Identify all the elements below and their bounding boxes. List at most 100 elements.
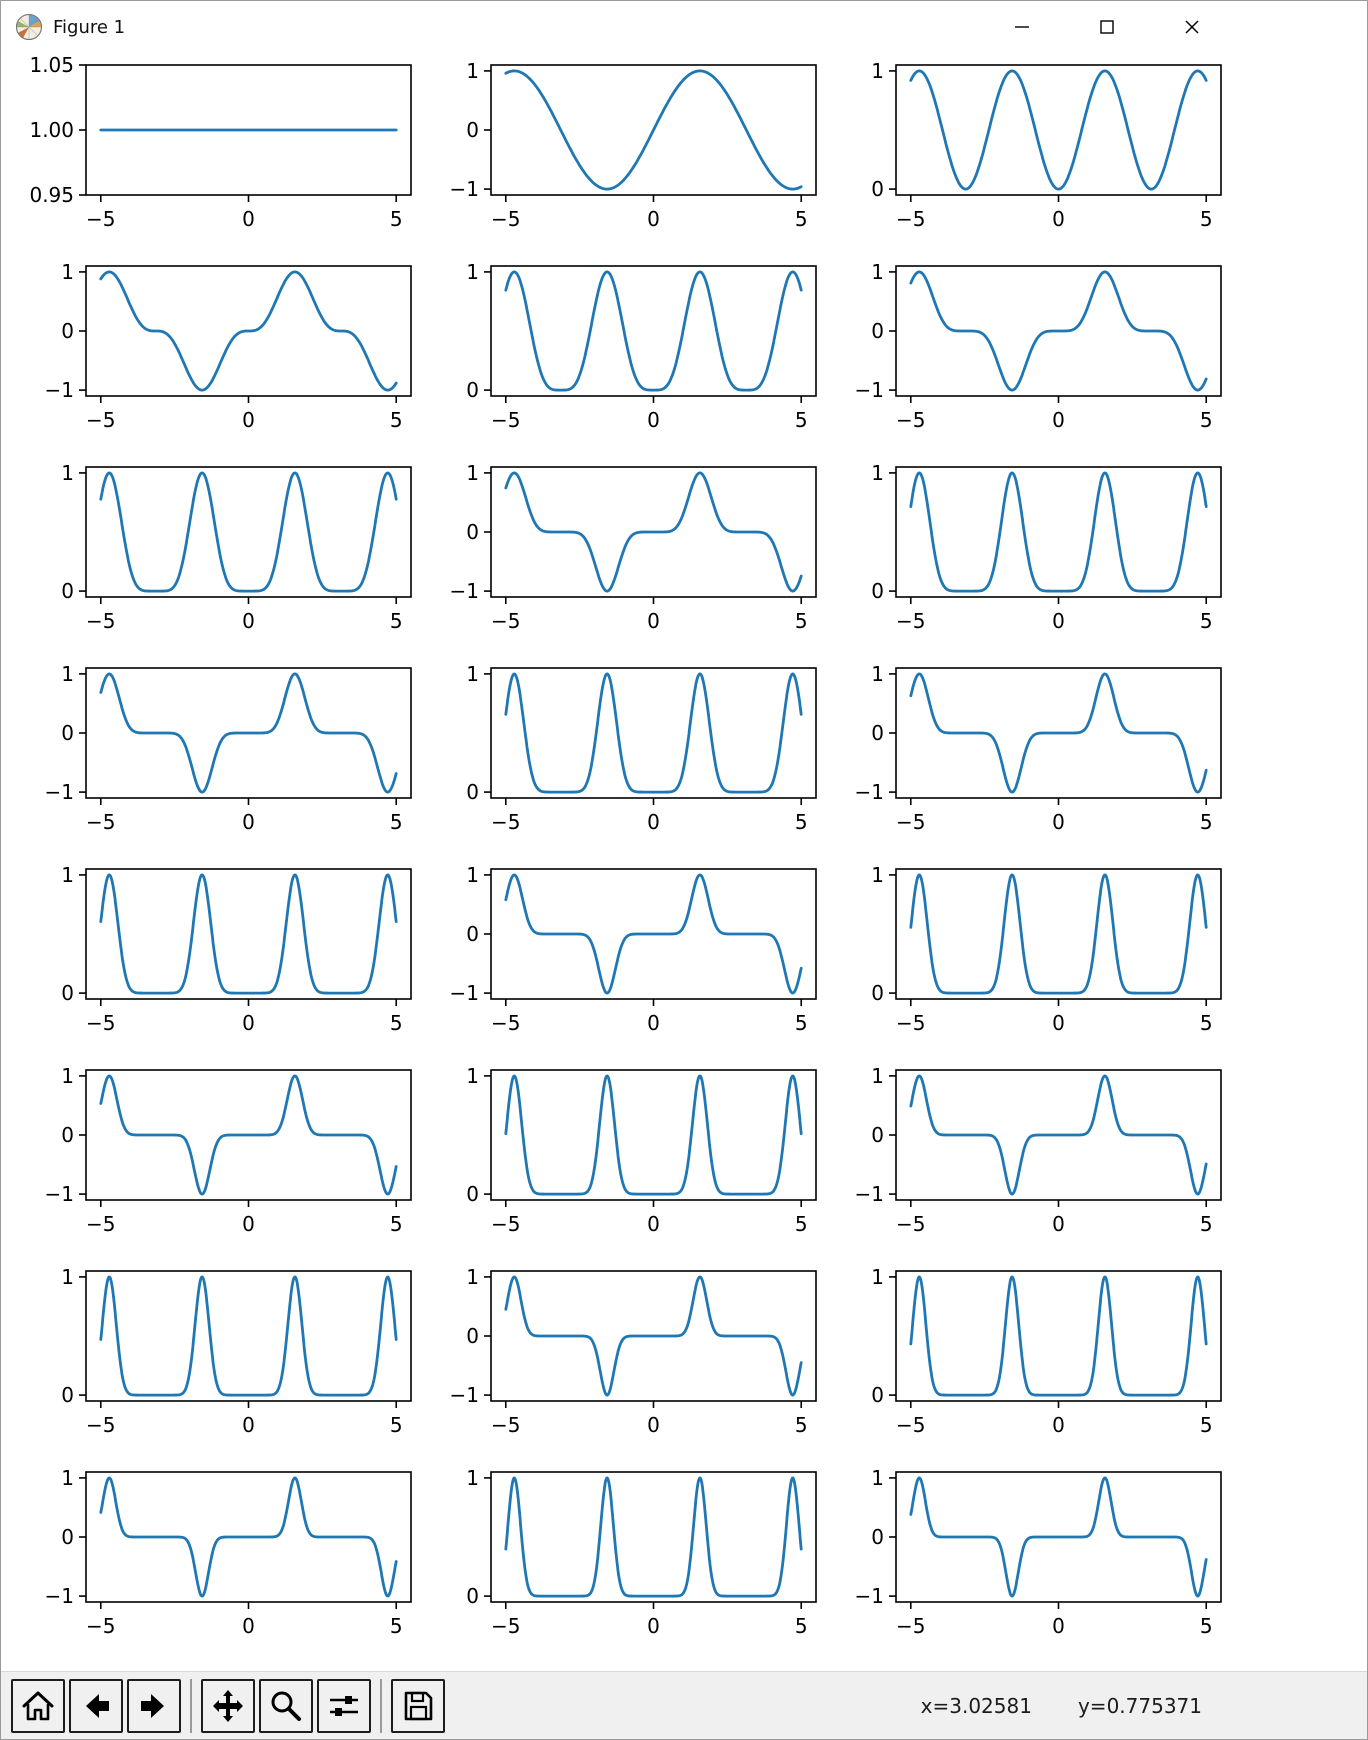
- x-tick-label: 5: [795, 1011, 808, 1035]
- y-tick-label: 1: [61, 863, 74, 887]
- zoom-button[interactable]: [259, 1678, 313, 1733]
- x-tick-label: −5: [896, 207, 925, 231]
- maximize-icon: [1099, 20, 1114, 34]
- y-tick-label: 0: [871, 1525, 884, 1549]
- y-tick-label: −1: [855, 1584, 884, 1608]
- subplot-n15: −5 0 5 −1 0 1: [45, 1064, 412, 1236]
- subplot-n11: −5 0 5 −1 0 1: [855, 662, 1222, 834]
- x-tick-label: 0: [647, 1212, 660, 1236]
- back-button[interactable]: [69, 1678, 123, 1733]
- x-tick-label: 5: [390, 1614, 403, 1638]
- series-line: [99, 873, 398, 995]
- axes-frame: [895, 64, 1222, 196]
- x-tick-label: −5: [491, 207, 520, 231]
- minimize-button[interactable]: [979, 1, 1064, 53]
- x-tick-label: 5: [795, 609, 808, 633]
- titlebar[interactable]: Figure 1: [1, 1, 1367, 53]
- y-tick-label: 0: [871, 1383, 884, 1407]
- x-tick-label: 0: [1052, 408, 1065, 432]
- sliders-icon: [330, 1695, 358, 1716]
- x-tick-label: −5: [86, 207, 115, 231]
- x-tick-label: 5: [390, 1413, 403, 1437]
- x-tick-label: −5: [896, 1413, 925, 1437]
- subplot-n4: −5 0 5 0 1: [466, 260, 817, 432]
- x-tick-label: −5: [86, 1614, 115, 1638]
- axes-frame: [85, 1270, 412, 1402]
- y-tick-label: 1: [61, 1466, 74, 1490]
- x-tick-label: 5: [795, 1614, 808, 1638]
- x-tick-label: −5: [491, 810, 520, 834]
- y-tick-label: 0: [871, 579, 884, 603]
- x-tick-label: −5: [491, 408, 520, 432]
- subplot-n16: −5 0 5 0 1: [466, 1064, 817, 1236]
- axes-frame: [895, 1270, 1222, 1402]
- y-tick-label: 0: [871, 721, 884, 745]
- zoom-magnifier-icon: [271, 1691, 301, 1721]
- y-tick-label: 0.95: [29, 183, 74, 207]
- series-line: [99, 1074, 398, 1196]
- subplot-n20: −5 0 5 0 1: [871, 1265, 1222, 1437]
- x-tick-label: −5: [86, 609, 115, 633]
- subplot-n22: −5 0 5 0 1: [466, 1466, 817, 1638]
- x-tick-label: 5: [390, 1011, 403, 1035]
- axes-frame: [490, 667, 817, 799]
- x-tick-label: 0: [1052, 1413, 1065, 1437]
- x-tick-label: 0: [1052, 1614, 1065, 1638]
- x-tick-label: 0: [647, 1413, 660, 1437]
- close-button[interactable]: [1149, 1, 1234, 53]
- axes-frame: [895, 868, 1222, 1000]
- x-tick-label: −5: [491, 1413, 520, 1437]
- cursor-y-readout: y=0.775371: [1077, 1694, 1202, 1718]
- maximize-button[interactable]: [1064, 1, 1149, 53]
- home-icon: [22, 1691, 54, 1720]
- subplot-n5: −5 0 5 −1 0 1: [855, 260, 1222, 432]
- x-tick-label: −5: [491, 1614, 520, 1638]
- x-tick-label: 5: [795, 1212, 808, 1236]
- y-tick-label: −1: [450, 177, 479, 201]
- x-tick-label: 0: [242, 1413, 255, 1437]
- y-tick-label: 0: [466, 1182, 479, 1206]
- forward-button[interactable]: [127, 1678, 181, 1733]
- y-tick-label: 0: [871, 981, 884, 1005]
- subplot-n14: −5 0 5 0 1: [871, 863, 1222, 1035]
- axes-frame: [490, 1069, 817, 1201]
- x-tick-label: 5: [1200, 1212, 1213, 1236]
- axes-frame: [895, 466, 1222, 598]
- subplot-n2: −5 0 5 0 1: [871, 59, 1222, 231]
- y-tick-label: 1: [466, 59, 479, 83]
- series-line: [504, 1074, 803, 1196]
- x-tick-label: 0: [1052, 1011, 1065, 1035]
- close-icon: [1184, 20, 1199, 34]
- x-tick-label: 5: [1200, 1614, 1213, 1638]
- series-line: [909, 1476, 1208, 1598]
- figure-canvas[interactable]: −5 0 50.951.001.05−5 0 5−101−5 0 501−5 0 5−101−5…: [1, 53, 1367, 1673]
- subplot-n12: −5 0 5 0 1: [61, 863, 412, 1035]
- axes-frame: [85, 868, 412, 1000]
- y-tick-label: −1: [855, 1182, 884, 1206]
- x-tick-label: −5: [491, 1011, 520, 1035]
- x-tick-label: −5: [86, 1011, 115, 1035]
- axes-frame: [490, 1471, 817, 1603]
- forward-arrow-icon: [141, 1693, 164, 1718]
- y-tick-label: 0: [61, 579, 74, 603]
- subplot-n9: −5 0 5 −1 0 1: [45, 662, 412, 834]
- x-tick-label: 5: [390, 609, 403, 633]
- minimize-icon: [1014, 26, 1029, 28]
- home-button[interactable]: [11, 1678, 65, 1733]
- x-tick-label: 5: [795, 207, 808, 231]
- x-tick-label: 0: [647, 408, 660, 432]
- series-line: [99, 1275, 398, 1397]
- x-tick-label: −5: [491, 609, 520, 633]
- y-tick-label: 0: [61, 721, 74, 745]
- y-tick-label: 1: [466, 1265, 479, 1289]
- x-tick-label: −5: [896, 1011, 925, 1035]
- x-tick-label: −5: [896, 408, 925, 432]
- configure-subplots-button[interactable]: [317, 1678, 371, 1733]
- pan-button[interactable]: [201, 1678, 255, 1733]
- series-line: [504, 873, 803, 995]
- pan-icon: [213, 1689, 243, 1722]
- y-tick-label: −1: [45, 1182, 74, 1206]
- x-tick-label: −5: [86, 1212, 115, 1236]
- save-button[interactable]: [391, 1678, 445, 1733]
- back-arrow-icon: [86, 1693, 109, 1718]
